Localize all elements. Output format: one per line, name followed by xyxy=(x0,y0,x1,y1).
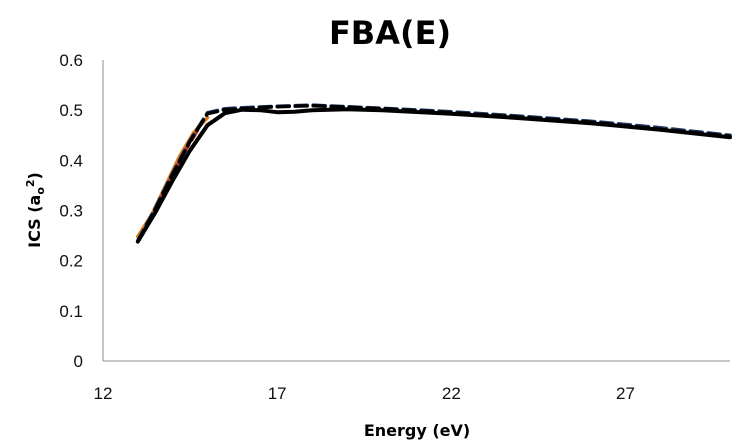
y-axis-label-sub: o xyxy=(34,187,47,195)
y-axis-label-sup: 2 xyxy=(24,179,37,187)
y-axis-label: ICS (ao2) xyxy=(24,172,47,248)
y-tick-label: 0.6 xyxy=(59,51,83,70)
x-tick-label: 22 xyxy=(442,384,461,403)
plot-area xyxy=(135,103,732,244)
y-tick-label: 0.3 xyxy=(59,202,83,221)
y-tick-label: 0.4 xyxy=(59,151,83,170)
y-tick-labels: 0 0.1 0.2 0.3 0.4 0.5 0.6 xyxy=(59,51,83,371)
x-axis-label: Energy (eV) xyxy=(364,421,470,440)
y-tick-label: 0.5 xyxy=(59,101,83,120)
x-tick-label: 12 xyxy=(94,384,113,403)
y-tick-label: 0 xyxy=(74,352,83,371)
y-axis-label-main: ICS (a xyxy=(25,195,44,248)
x-tick-label: 17 xyxy=(268,384,287,403)
y-tick-label: 0.1 xyxy=(59,302,83,321)
series-line-5 xyxy=(135,107,732,244)
chart-title: FBA(E) xyxy=(329,14,451,52)
x-tick-labels: 12 17 22 27 xyxy=(94,384,635,403)
y-tick-label: 0.2 xyxy=(59,252,83,271)
y-axis-label-close: ) xyxy=(25,172,44,179)
series-line-3 xyxy=(136,103,732,243)
x-tick-label: 27 xyxy=(616,384,635,403)
